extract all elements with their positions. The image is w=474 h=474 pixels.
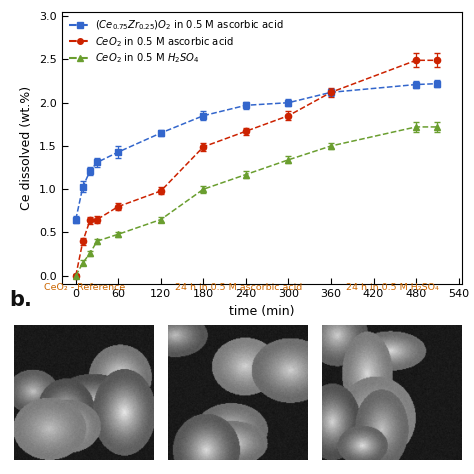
Text: CeO₂ - Reference: CeO₂ - Reference bbox=[44, 283, 125, 292]
Text: 24 h in 0.5 M H₂SO₄: 24 h in 0.5 M H₂SO₄ bbox=[346, 283, 438, 292]
Text: b.: b. bbox=[9, 290, 32, 310]
Text: 24 h in 0.5 M ascorbic acid: 24 h in 0.5 M ascorbic acid bbox=[174, 283, 302, 292]
X-axis label: time (min): time (min) bbox=[229, 305, 295, 318]
Y-axis label: Ce dissolved (wt.%): Ce dissolved (wt.%) bbox=[20, 86, 34, 210]
Legend: $(Ce_{0.75}Zr_{0.25})O_2$ in 0.5 M ascorbic acid, $CeO_2$ in 0.5 M ascorbic acid: $(Ce_{0.75}Zr_{0.25})O_2$ in 0.5 M ascor… bbox=[67, 17, 285, 67]
